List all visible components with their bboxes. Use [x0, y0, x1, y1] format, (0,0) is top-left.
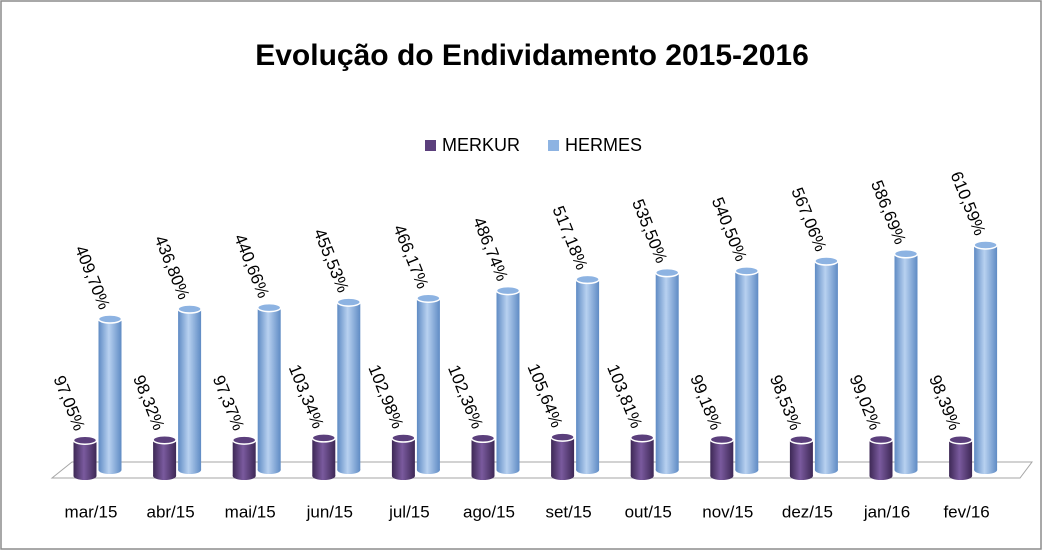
- x-tick-label: ago/15: [463, 502, 515, 521]
- x-tick-label: jan/16: [863, 502, 910, 521]
- cylinder: [868, 434, 894, 480]
- bar: [98, 319, 122, 470]
- x-tick-label: out/15: [625, 502, 672, 521]
- cylinder: [550, 432, 575, 480]
- bar: [974, 245, 998, 470]
- cylinder-top: [231, 435, 257, 445]
- cylinder-top: [789, 434, 814, 445]
- cylinder-top: [575, 274, 600, 285]
- bar: [153, 439, 177, 476]
- x-tick-label: set/15: [545, 502, 591, 521]
- cylinder: [256, 302, 282, 474]
- cylinder: [948, 434, 973, 480]
- cylinder-top: [948, 434, 973, 445]
- cylinder-top: [336, 297, 362, 307]
- chart-title: Evolução do Endividamento 2015-2016: [255, 39, 809, 72]
- bar: [814, 261, 838, 470]
- bar: [178, 309, 202, 470]
- bar: [312, 437, 336, 476]
- x-tick-label: jul/15: [388, 502, 430, 521]
- cylinder-top: [814, 256, 839, 266]
- cylinder: [734, 266, 760, 474]
- bar: [73, 440, 97, 476]
- cylinder: [97, 314, 123, 474]
- cylinder: [893, 249, 919, 474]
- cylinder-top: [550, 432, 575, 442]
- legend-label: HERMES: [565, 135, 642, 155]
- bar: [257, 307, 281, 470]
- legend-swatch: [548, 140, 560, 151]
- cylinder: [231, 435, 257, 480]
- cylinder-top: [709, 434, 735, 445]
- bar: [710, 439, 734, 476]
- x-tick-label: dez/15: [782, 502, 833, 521]
- cylinder-top: [391, 433, 416, 443]
- x-tick-label: abr/15: [146, 502, 194, 521]
- cylinder-top: [495, 285, 521, 296]
- bar: [869, 439, 893, 476]
- cylinder-top: [893, 249, 919, 259]
- cylinder-top: [152, 435, 177, 445]
- cylinder: [416, 293, 441, 474]
- cylinder: [973, 240, 998, 474]
- floor: [50, 461, 1033, 479]
- cylinder: [311, 433, 337, 480]
- bar: [471, 438, 495, 476]
- cylinder-top: [311, 433, 337, 443]
- x-tick-label: jun/15: [306, 502, 353, 521]
- cylinder: [495, 285, 521, 474]
- cylinder-top: [256, 302, 282, 313]
- bar: [391, 438, 415, 476]
- cylinder: [470, 433, 496, 480]
- bar: [949, 439, 973, 476]
- cylinder-top: [973, 240, 998, 250]
- cylinder: [789, 434, 814, 480]
- cylinder-top: [72, 435, 98, 445]
- x-tick-label: mar/15: [65, 502, 118, 521]
- cylinder: [177, 304, 202, 474]
- cylinder-top: [416, 293, 441, 303]
- bar: [630, 437, 654, 476]
- x-tick-label: nov/15: [702, 502, 753, 521]
- cylinder: [629, 432, 655, 480]
- cylinder: [575, 274, 600, 474]
- x-tick-label: mai/15: [225, 502, 276, 521]
- bar: [551, 437, 575, 476]
- x-tick-label: fev/16: [943, 502, 989, 521]
- cylinder-top: [654, 267, 680, 278]
- bar: [735, 270, 759, 470]
- legend-label: MERKUR: [442, 135, 520, 155]
- bar: [232, 440, 256, 476]
- bar: [655, 272, 679, 470]
- cylinder-top: [868, 434, 894, 445]
- bar: [789, 439, 813, 476]
- bar: [496, 290, 520, 470]
- cylinder-top: [629, 432, 655, 443]
- bar: [894, 253, 918, 470]
- cylinder-top: [470, 433, 496, 444]
- cylinder: [709, 434, 735, 480]
- cylinder-top: [97, 314, 123, 324]
- cylinder-top: [177, 304, 202, 314]
- bar: [576, 279, 600, 470]
- cylinder: [152, 435, 177, 480]
- legend-swatch: [425, 140, 436, 151]
- cylinder: [814, 256, 839, 474]
- cylinder: [654, 267, 680, 474]
- cylinder: [336, 297, 362, 474]
- cylinder: [391, 433, 416, 480]
- cylinder-top: [734, 266, 760, 276]
- bar: [416, 298, 440, 470]
- bar: [337, 302, 361, 470]
- cylinder: [72, 435, 98, 480]
